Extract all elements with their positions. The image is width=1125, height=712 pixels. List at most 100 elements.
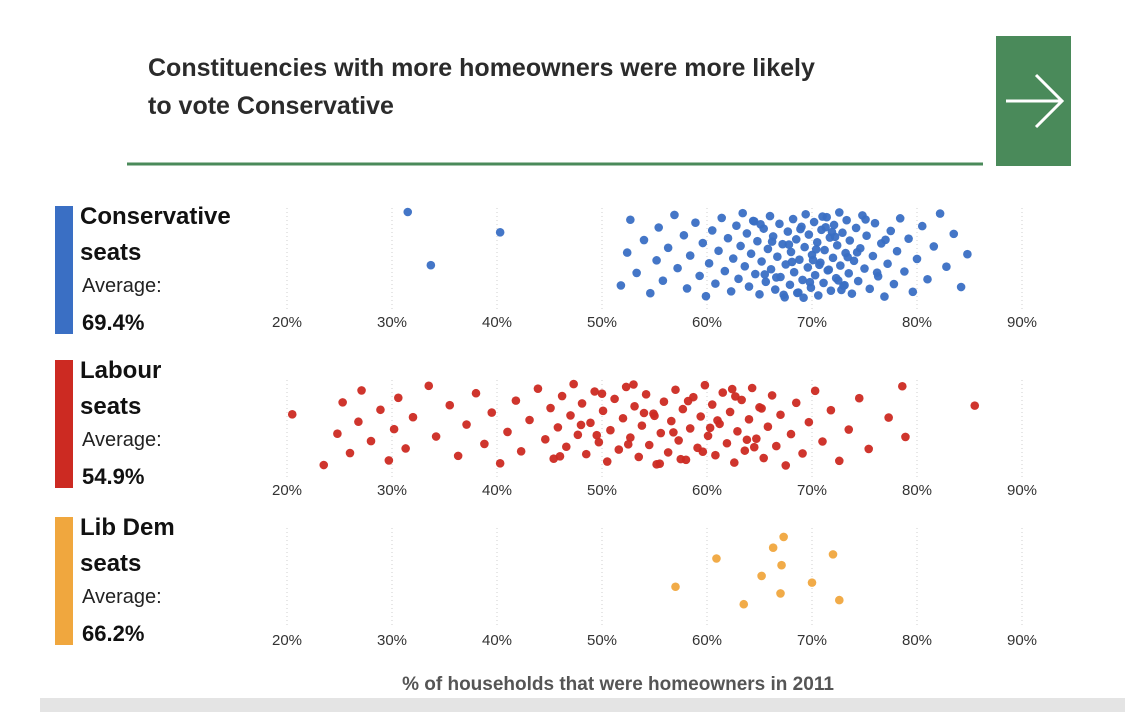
x-tick-label: 50%: [587, 314, 617, 331]
average-value: 54.9%: [82, 464, 144, 489]
dot: [892, 246, 902, 256]
dot: [923, 274, 932, 284]
dot: [917, 221, 927, 231]
dot: [711, 279, 720, 288]
dot: [610, 394, 619, 404]
next-button[interactable]: [996, 36, 1071, 166]
dot: [658, 276, 668, 285]
dot: [832, 240, 842, 250]
dot: [767, 237, 777, 246]
x-tick-label: 50%: [587, 482, 617, 499]
dot: [819, 278, 828, 288]
dot: [742, 435, 752, 445]
dot: [646, 288, 655, 298]
dot: [594, 437, 604, 447]
dot: [577, 399, 587, 408]
dot: [408, 412, 418, 422]
dot: [569, 379, 578, 389]
dot: [287, 410, 297, 419]
dot: [573, 430, 583, 440]
dot: [772, 273, 781, 282]
average-value: 69.4%: [82, 310, 144, 335]
dot: [786, 247, 796, 257]
dot: [394, 393, 403, 403]
dot: [740, 446, 750, 455]
dot: [773, 252, 782, 261]
dot: [838, 228, 847, 238]
dot: [682, 284, 692, 293]
dot: [576, 420, 586, 430]
dot: [776, 589, 785, 598]
dot: [345, 448, 355, 458]
x-tick-label: 80%: [902, 314, 932, 331]
dot: [376, 405, 385, 415]
dot: [742, 229, 752, 238]
dot: [752, 434, 761, 443]
x-tick-label: 40%: [482, 482, 512, 499]
dot: [787, 257, 797, 267]
dot: [700, 380, 710, 390]
x-tick-label: 60%: [692, 632, 722, 649]
series-color-bar: [55, 360, 73, 488]
dot: [734, 274, 743, 284]
dot: [775, 219, 784, 229]
dot: [757, 404, 766, 413]
dot: [711, 450, 720, 460]
dot: [770, 285, 780, 294]
dot: [777, 560, 786, 570]
dot: [763, 422, 773, 432]
x-tick-label: 20%: [272, 482, 302, 499]
dot: [671, 582, 680, 592]
dot: [870, 218, 880, 228]
dot: [701, 291, 711, 301]
x-tick-label: 60%: [692, 482, 722, 499]
dot: [828, 550, 838, 559]
dot: [889, 279, 899, 289]
dot: [546, 403, 555, 413]
x-tick-label: 30%: [377, 482, 407, 499]
dot: [842, 215, 851, 225]
dot: [555, 451, 565, 461]
dot: [562, 442, 571, 452]
dot: [740, 261, 750, 271]
dot: [728, 254, 738, 263]
x-tick-label: 50%: [587, 632, 617, 649]
dot: [632, 268, 641, 278]
dot: [800, 242, 809, 252]
x-tick-label: 90%: [1007, 632, 1037, 649]
series-name: Labour seats: [80, 357, 161, 420]
dot: [793, 288, 802, 298]
dot: [698, 238, 708, 248]
dot: [614, 445, 624, 454]
dot: [691, 218, 700, 228]
dot: [541, 435, 550, 444]
dot: [881, 235, 890, 245]
dot: [810, 270, 820, 280]
dot: [942, 262, 951, 272]
dot: [904, 234, 913, 243]
dot: [795, 255, 804, 264]
dot: [776, 410, 785, 420]
dot: [768, 543, 778, 552]
dot: [801, 209, 810, 219]
dot: [835, 456, 844, 466]
average-label: Average:: [82, 586, 162, 608]
dot: [788, 214, 798, 224]
dot: [847, 289, 857, 298]
dot: [590, 387, 599, 396]
dot: [533, 384, 543, 393]
dot: [480, 439, 489, 449]
dot: [783, 227, 793, 236]
dot: [623, 440, 633, 449]
dot: [445, 400, 455, 410]
x-axis-label: % of households that were homeowners in …: [402, 674, 834, 695]
dot: [826, 286, 836, 295]
dot: [557, 391, 567, 401]
dot: [815, 260, 824, 270]
dot: [895, 214, 905, 223]
dot: [639, 408, 649, 418]
arrow-icon[interactable]: [1006, 73, 1065, 129]
dot: [597, 389, 607, 398]
dot: [844, 425, 854, 434]
dot: [592, 430, 602, 440]
